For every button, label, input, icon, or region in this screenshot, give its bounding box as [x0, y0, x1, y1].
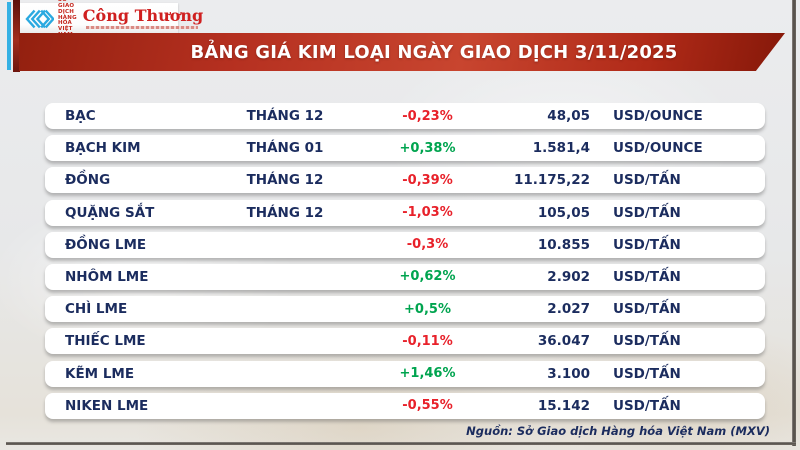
change-percent: +1,46%: [399, 366, 456, 381]
price-unit: USD/TẤN: [613, 397, 681, 414]
metal-name: ĐỒNG: [65, 172, 111, 189]
price-unit: USD/TẤN: [613, 365, 681, 382]
price-value: 2.027: [547, 301, 590, 318]
table-row: KẼM LME +1,46% 3.100 USD/TẤN: [45, 360, 765, 387]
table-row: BẠCH KIM THÁNG 01 +0,38% 1.581,4 USD/OUN…: [45, 135, 765, 162]
price-unit: USD/TẤN: [613, 236, 681, 253]
table-row: BẠC THÁNG 12 -0,23% 48,05 USD/OUNCE: [45, 103, 765, 129]
price-value: 15.142: [537, 397, 590, 414]
table-row: ĐỒNG THÁNG 12 -0,39% 11.175,22 USD/TẤN: [45, 167, 765, 194]
metal-name: BẠC: [65, 108, 96, 124]
metal-name: ĐỒNG LME: [65, 236, 147, 253]
table-row: QUẶNG SẮT THÁNG 12 -1,03% 105,05 USD/TẤN: [45, 199, 765, 226]
price-value: 2.902: [547, 268, 590, 285]
logo-panel: SỞ GIAO DỊCH HÀNG HÓA VIỆT NAM Công Thươ…: [20, 0, 203, 38]
left-accent-stripe-maroon: [13, 0, 20, 72]
metal-name: NIKEN LME: [65, 397, 149, 414]
left-accent-stripe-blue: [7, 2, 11, 70]
frame-edge-right: [792, 0, 796, 446]
table-row: CHÌ LME +0,5% 2.027 USD/TẤN: [45, 296, 765, 323]
frame-edge-bottom: [6, 442, 796, 445]
contract-month: THÁNG 12: [246, 108, 324, 124]
metal-name: QUẶNG SẮT: [65, 204, 155, 221]
change-percent: +0,5%: [404, 301, 451, 317]
page-title: BẢNG GIÁ KIM LOẠI NGÀY GIAO DỊCH 3/11/20…: [190, 41, 678, 63]
price-unit: USD/TẤN: [613, 268, 681, 285]
change-percent: +0,38%: [399, 140, 456, 156]
price-unit: USD/TẤN: [613, 172, 681, 189]
cong-thuong-tagline-strip: [85, 26, 199, 29]
table-row: THIẾC LME -0,11% 36.047 USD/TẤN: [45, 328, 765, 355]
metal-name: NHÔM LME: [65, 268, 149, 285]
contract-month: THÁNG 12: [246, 204, 324, 221]
change-percent: -0,23%: [402, 108, 453, 124]
table-row: NIKEN LME -0,55% 15.142 USD/TẤN: [45, 392, 765, 419]
price-value: 1.581,4: [532, 140, 590, 157]
change-percent: -0,55%: [402, 398, 453, 414]
price-table: BẠC THÁNG 12 -0,23% 48,05 USD/OUNCE BẠCH…: [45, 103, 765, 419]
contract-month: THÁNG 01: [246, 140, 324, 157]
price-unit: USD/TẤN: [613, 204, 681, 221]
price-unit: USD/OUNCE: [613, 140, 703, 157]
title-banner: BẢNG GIÁ KIM LOẠI NGÀY GIAO DỊCH 3/11/20…: [19, 33, 785, 71]
change-percent: -0,39%: [402, 172, 453, 188]
change-percent: -0,3%: [406, 237, 449, 253]
metal-name: BẠCH KIM: [65, 140, 141, 157]
table-row: NHÔM LME +0,62% 2.902 USD/TẤN: [45, 263, 765, 290]
change-percent: +0,62%: [399, 269, 456, 285]
change-percent: -0,11%: [402, 333, 453, 349]
metal-name: THIẾC LME: [65, 333, 146, 350]
change-percent: -1,03%: [402, 205, 453, 221]
mxv-logo-line: SỞ GIAO DỊCH: [58, 0, 75, 15]
price-unit: USD/TẤN: [613, 301, 681, 318]
source-attribution: Nguồn: Sở Giao dịch Hàng hóa Việt Nam (M…: [466, 424, 770, 438]
cong-thuong-logo: Công Thương: [81, 8, 203, 29]
price-unit: USD/TẤN: [613, 333, 681, 350]
metal-name: CHÌ LME: [65, 301, 128, 318]
mxv-logo-line: HÀNG HÓA: [58, 14, 77, 27]
cong-thuong-wordmark: Công Thương: [82, 6, 204, 25]
mxv-chevron-logo-icon: [24, 8, 54, 30]
price-value: 11.175,22: [513, 172, 590, 189]
price-value: 10.855: [537, 236, 590, 253]
price-unit: USD/OUNCE: [613, 108, 703, 124]
price-value: 105,05: [537, 204, 590, 221]
table-row: ĐỒNG LME -0,3% 10.855 USD/TẤN: [45, 231, 765, 258]
mxv-logo-text: SỞ GIAO DỊCH HÀNG HÓA VIỆT NAM: [58, 0, 77, 39]
metal-name: KẼM LME: [65, 365, 135, 382]
contract-month: THÁNG 12: [246, 172, 324, 189]
price-value: 48,05: [547, 108, 590, 124]
price-value: 36.047: [537, 333, 590, 350]
price-value: 3.100: [547, 365, 590, 382]
